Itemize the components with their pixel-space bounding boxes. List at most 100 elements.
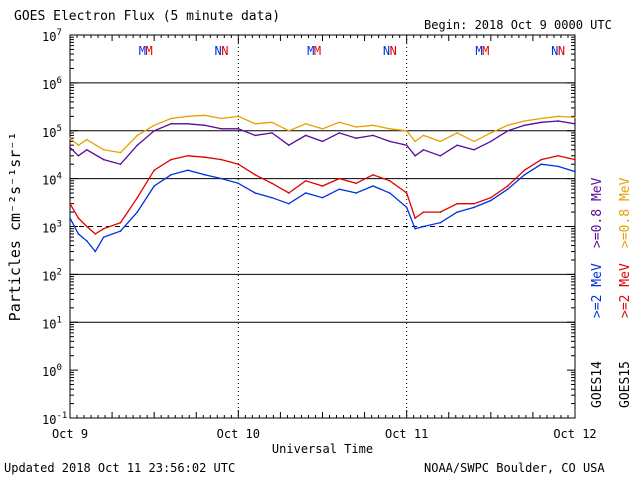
series-point (86, 138, 88, 141)
series-point (439, 154, 442, 157)
series-point (153, 124, 155, 127)
series-point (94, 233, 97, 235)
series-point (136, 144, 139, 146)
series-line-2 (69, 120, 576, 165)
series-point (304, 192, 307, 194)
series-point (456, 211, 458, 213)
series-point (119, 163, 122, 166)
series-point (237, 127, 240, 130)
series-point (271, 182, 273, 185)
series-point (102, 236, 105, 238)
series-point (523, 174, 526, 176)
series-point (321, 196, 324, 199)
begin-time-label: Begin: 2018 Oct 9 0000 UTC (424, 18, 612, 32)
series-point (372, 134, 374, 137)
series-point (574, 158, 576, 161)
series-point (237, 115, 240, 118)
event-marker: M (482, 44, 489, 58)
y-tick-label: 101 (42, 315, 62, 331)
series-point (405, 144, 408, 146)
series-line-1 (69, 114, 576, 154)
series-point (187, 122, 189, 125)
series-point (321, 185, 324, 187)
y-tick-label: 10-1 (42, 411, 67, 427)
event-marker: N (221, 44, 228, 58)
series-point (321, 127, 324, 130)
series-point (153, 129, 155, 132)
series-point (153, 185, 155, 187)
series-point (321, 140, 324, 143)
series-point (271, 196, 273, 199)
series-point (271, 132, 273, 134)
series-point (540, 158, 543, 161)
series-point (439, 221, 442, 224)
y-tick-label: 107 (42, 28, 62, 44)
series-point (523, 120, 526, 122)
series-point (557, 115, 559, 118)
series-point (69, 217, 71, 219)
event-marker: M (307, 44, 314, 58)
series-point (170, 158, 172, 161)
series-point (389, 127, 391, 130)
series-point (86, 225, 88, 228)
series-point (389, 192, 391, 194)
series-point (288, 144, 290, 146)
series-point (69, 202, 71, 205)
series-line-3 (69, 155, 576, 235)
legend-goes15-08mev: >=0.8 MeV (618, 177, 633, 248)
series-point (557, 165, 559, 168)
event-marker: N (390, 44, 397, 58)
series-point (456, 202, 458, 205)
series-point (203, 124, 206, 127)
series-point (372, 174, 374, 176)
series-point (304, 134, 307, 137)
series-point (220, 177, 223, 180)
event-marker: M (475, 44, 482, 58)
series-point (473, 140, 475, 143)
y-axis-label: Particles cm⁻²s⁻¹sr⁻¹ (6, 132, 24, 322)
series-point (506, 188, 509, 191)
series-point (220, 127, 223, 130)
series-point (414, 140, 416, 143)
series-point (355, 137, 357, 139)
series-point (271, 121, 273, 124)
event-marker: M (139, 44, 146, 58)
series-point (338, 177, 341, 180)
series-point (574, 122, 576, 125)
legend-goes14-label: GOES14 (590, 361, 605, 408)
y-tick-label: 103 (42, 220, 62, 236)
series-point (288, 129, 290, 132)
series-point (456, 144, 458, 146)
series-point (414, 154, 416, 157)
series-point (187, 115, 189, 118)
series-point (86, 240, 88, 242)
series-point (170, 117, 172, 120)
event-marker: M (145, 44, 152, 58)
y-tick-label: 105 (42, 124, 62, 140)
series-point (187, 154, 189, 157)
series-point (136, 211, 139, 213)
series-point (136, 134, 139, 137)
series-point (523, 169, 526, 171)
chart-title: GOES Electron Flux (5 minute data) (14, 9, 281, 24)
series-point (338, 121, 341, 124)
y-tick-label: 106 (42, 76, 62, 92)
updated-timestamp: Updated 2018 Oct 11 23:56:02 UTC (4, 461, 236, 475)
series-point (170, 174, 172, 176)
series-point (187, 169, 189, 171)
series-point (506, 185, 509, 187)
series-point (355, 126, 357, 128)
series-point (304, 122, 307, 125)
series-point (77, 233, 80, 235)
series-point (77, 217, 80, 219)
series-point (389, 180, 391, 182)
series-point (86, 149, 88, 151)
series-point (473, 149, 475, 151)
series-point (473, 202, 475, 205)
series-point (102, 227, 105, 230)
event-marker: N (383, 44, 390, 58)
series-point (69, 137, 71, 139)
series-point (540, 121, 543, 124)
x-tick-label: Oct 12 (553, 427, 596, 441)
